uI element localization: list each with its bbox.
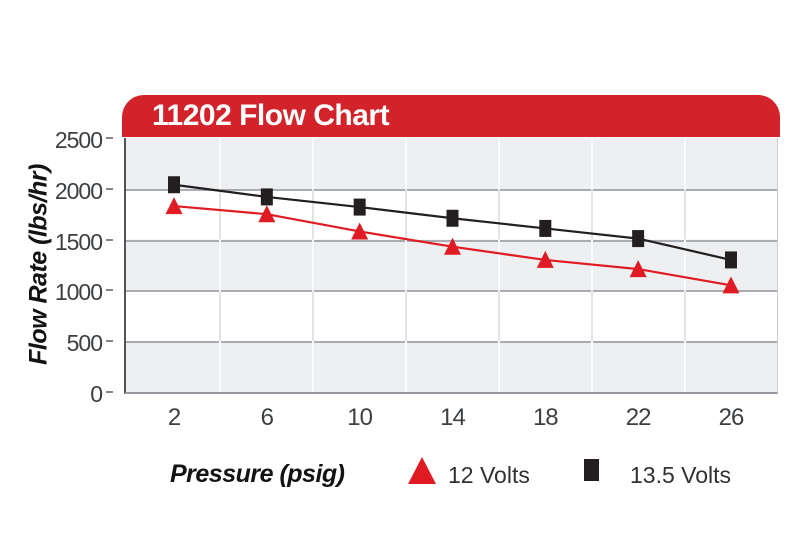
gridline-2000	[126, 188, 777, 191]
chart-title: 11202 Flow Chart	[152, 99, 390, 132]
gridline-500	[126, 341, 777, 344]
triangle-marker-icon	[351, 222, 369, 240]
x-tick-label: 18	[532, 404, 559, 431]
v-gridline	[497, 138, 500, 392]
x-tick-label: 22	[625, 404, 652, 431]
plot-area	[124, 138, 778, 394]
y-tick-mark	[106, 238, 113, 241]
chart-title-banner: 11202 Flow Chart	[122, 95, 780, 137]
x-tick-label: 6	[260, 404, 274, 431]
square-marker-icon	[446, 209, 459, 227]
y-tick-label: 1000	[54, 279, 103, 306]
legend-label-13-5-volts: 13.5 Volts	[630, 462, 732, 488]
triangle-marker-icon	[258, 205, 276, 223]
square-marker-icon	[168, 176, 180, 194]
square-marker-icon	[260, 188, 273, 206]
triangle-marker-icon	[722, 276, 740, 294]
x-tick-label: 26	[718, 404, 745, 431]
y-tick-mark	[106, 289, 113, 292]
v-gridline	[219, 138, 222, 392]
triangle-marker-icon	[165, 197, 183, 215]
y-tick-mark	[106, 137, 113, 139]
legend-square-icon	[584, 459, 599, 481]
x-axis-title: Pressure (psig)	[170, 460, 345, 488]
x-tick-label: 14	[440, 404, 466, 431]
x-tick-label: 10	[347, 404, 373, 431]
series-plot	[165, 176, 740, 294]
legend-triangle-icon	[408, 457, 436, 484]
y-tick-label: 1500	[54, 228, 103, 255]
square-marker-icon	[724, 251, 737, 269]
legend-label-12-volts: 12 Volts	[448, 462, 530, 488]
y-tick-mark	[106, 391, 113, 393]
square-marker-icon	[539, 219, 552, 237]
y-tick-mark	[106, 187, 113, 190]
triangle-marker-icon	[443, 237, 461, 255]
y-tick-label: 2000	[54, 177, 103, 204]
y-tick-label: 0	[90, 381, 103, 407]
triangle-marker-icon	[536, 250, 554, 268]
gridline-1000	[126, 290, 777, 293]
y-tick-label: 2500	[54, 127, 103, 153]
v-gridline	[405, 138, 408, 392]
x-tick-label: 2	[167, 404, 181, 431]
triangle-marker-icon	[629, 260, 647, 278]
y-tick-mark	[106, 340, 113, 343]
v-gridline	[683, 138, 686, 392]
square-marker-icon	[353, 198, 366, 216]
square-marker-icon	[632, 230, 645, 248]
v-gridline	[312, 138, 315, 392]
y-tick-label: 500	[66, 330, 103, 357]
